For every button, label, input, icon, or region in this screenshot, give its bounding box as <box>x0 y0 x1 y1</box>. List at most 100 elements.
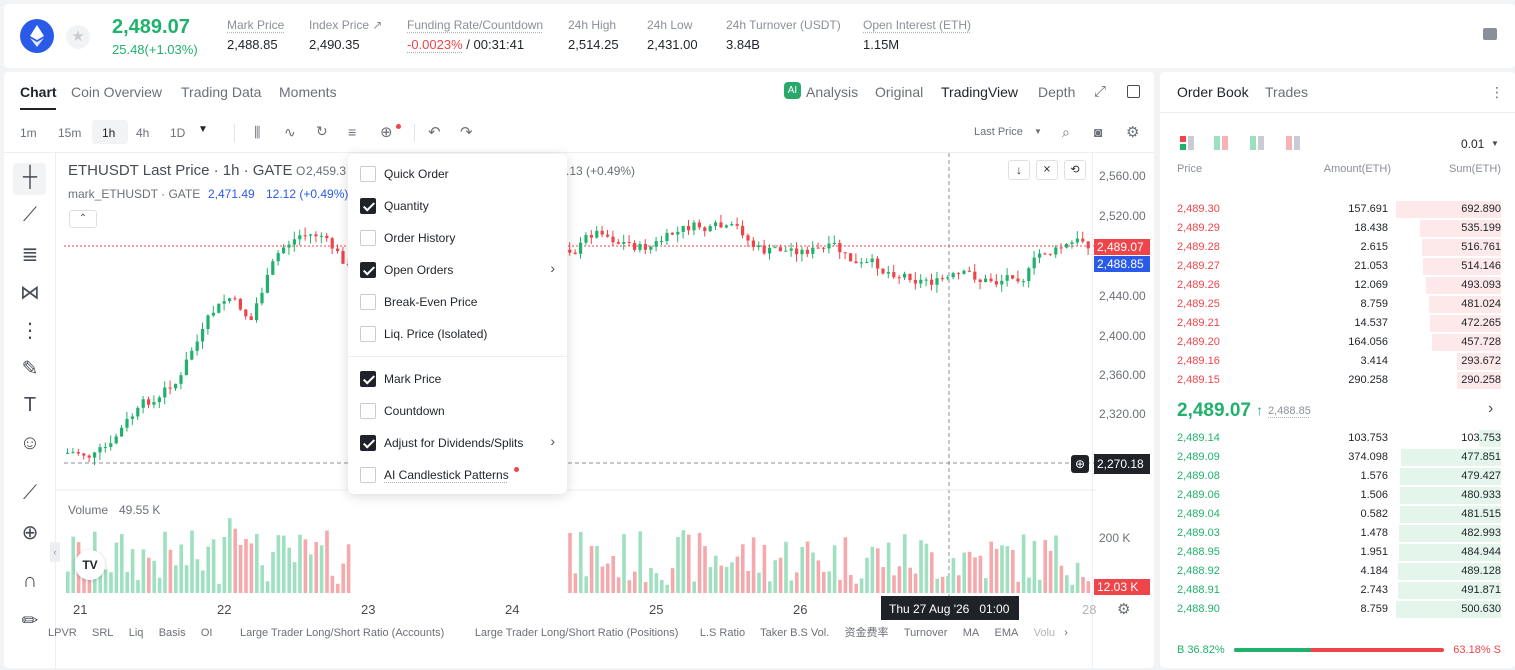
indicator-ema[interactable]: EMA <box>994 627 1019 639</box>
scroll-down-icon[interactable]: ↓ <box>1008 160 1030 180</box>
tab-trading-data[interactable]: Trading Data <box>181 84 262 100</box>
ask-row[interactable]: 2,489.20 164.056 457.728 <box>1160 333 1515 352</box>
bid-row[interactable]: 2,489.06 1.506 480.933 <box>1160 486 1515 505</box>
menu-item-mark-price[interactable]: Mark Price <box>348 365 567 393</box>
interval-dropdown-icon[interactable]: ▼ <box>198 124 208 135</box>
menu-item-liq-price[interactable]: Liq. Price (Isolated) <box>348 320 567 348</box>
reset-icon[interactable]: ⟲ <box>1064 160 1086 180</box>
tab-moments[interactable]: Moments <box>279 84 337 100</box>
bid-row[interactable]: 2,489.04 0.582 481.515 <box>1160 505 1515 524</box>
magnet-icon[interactable]: ∩ <box>22 570 38 592</box>
tab-order-book[interactable]: Order Book <box>1177 84 1249 100</box>
interval-1d[interactable]: 1D <box>170 126 186 140</box>
templates-icon[interactable]: ≡ <box>348 124 357 140</box>
interval-4h[interactable]: 4h <box>136 126 150 140</box>
view-split-icon[interactable] <box>1214 136 1228 150</box>
bid-row[interactable]: 2,489.09 374.098 477.851 <box>1160 448 1515 467</box>
more-options-icon[interactable]: ⋮ <box>1490 84 1504 100</box>
settings-plus-icon[interactable]: ⊕ <box>380 124 393 141</box>
indicator-scroll-right-icon[interactable]: › <box>1064 627 1068 639</box>
bid-row[interactable]: 2,489.03 1.478 482.993 <box>1160 524 1515 543</box>
indicator-turnover[interactable]: Turnover <box>903 627 948 639</box>
indicator-basis[interactable]: Basis <box>158 627 186 639</box>
collapse-sidebar-icon[interactable]: ‹ <box>50 542 60 562</box>
favorite-star-icon[interactable]: ★ <box>66 25 90 49</box>
gear-icon[interactable]: ⚙ <box>1126 124 1140 141</box>
precision-select[interactable]: 0.01 <box>1461 137 1485 151</box>
ask-row[interactable]: 2,489.25 8.759 481.024 <box>1160 295 1515 314</box>
candle-type-icon[interactable]: ⫼ <box>254 124 261 140</box>
menu-item-countdown[interactable]: Countdown <box>348 397 567 425</box>
indicator-oi[interactable]: OI <box>200 627 213 639</box>
pattern-icon[interactable]: ⋈ <box>20 282 40 304</box>
checkbox[interactable] <box>360 166 376 182</box>
bid-row[interactable]: 2,488.90 8.759 500.630 <box>1160 600 1515 619</box>
text-tool-icon[interactable]: T <box>23 394 37 416</box>
checkbox[interactable] <box>360 403 376 419</box>
ask-row[interactable]: 2,489.16 3.414 293.672 <box>1160 352 1515 371</box>
emoji-icon[interactable]: ☺ <box>19 432 41 454</box>
menu-item-break-even[interactable]: Break-Even Price <box>348 288 567 316</box>
bid-row[interactable]: 2,489.14 103.753 103.753 <box>1160 429 1515 448</box>
chart-settings-icon[interactable]: ⚙ <box>1117 601 1131 618</box>
indicator-liq[interactable]: Liq <box>128 627 144 639</box>
checkbox-checked[interactable] <box>360 371 376 387</box>
search-icon[interactable]: ⌕ <box>1062 124 1070 140</box>
tab-coin-overview[interactable]: Coin Overview <box>71 84 163 100</box>
collapse-icon[interactable]: ⨯ <box>1036 160 1058 180</box>
indicator-lpvr[interactable]: LPVR <box>48 627 77 639</box>
indicator-funding-rate[interactable]: 资金费率 <box>844 627 889 639</box>
bid-row[interactable]: 2,488.95 1.951 484.944 <box>1160 543 1515 562</box>
interval-15m[interactable]: 15m <box>58 126 82 140</box>
ask-row[interactable]: 2,489.29 18.438 535.199 <box>1160 219 1515 238</box>
ask-row[interactable]: 2,489.27 21.053 514.146 <box>1160 257 1515 276</box>
tab-trades[interactable]: Trades <box>1265 84 1309 100</box>
checkbox[interactable] <box>360 230 376 246</box>
collapse-legend-icon[interactable]: ⌃ <box>69 210 97 228</box>
ask-row[interactable]: 2,489.26 12.069 493.093 <box>1160 276 1515 295</box>
ask-row[interactable]: 2,489.15 290.258 290.258 <box>1160 371 1515 390</box>
menu-item-open-orders[interactable]: Open Orders › <box>348 256 567 284</box>
price-source-dropdown-icon[interactable]: ▼ <box>1034 127 1042 136</box>
interval-1h[interactable]: 1h <box>102 126 116 140</box>
view-bids-icon[interactable] <box>1250 136 1264 150</box>
menu-item-ai-candlestick[interactable]: AI Candlestick Patterns <box>348 461 567 489</box>
view-both-icon[interactable] <box>1180 136 1194 150</box>
checkbox[interactable] <box>360 467 376 483</box>
bid-row[interactable]: 2,488.92 4.184 489.128 <box>1160 562 1515 581</box>
indicator-lt-accounts[interactable]: Large Trader Long/Short Ratio (Accounts) <box>240 627 445 639</box>
ask-row[interactable]: 2,489.30 157.691 692.890 <box>1160 200 1515 219</box>
menu-item-order-history[interactable]: Order History <box>348 224 567 252</box>
checkbox[interactable] <box>360 326 376 342</box>
chevron-right-icon[interactable]: › <box>1488 400 1494 417</box>
indicator-srl[interactable]: SRL <box>92 627 114 639</box>
pencil-lock-icon[interactable]: ✏ <box>21 610 39 632</box>
replay-icon[interactable]: ↻ <box>316 123 328 139</box>
redo-icon[interactable]: ↷ <box>460 124 473 141</box>
window-icon[interactable] <box>1127 85 1140 98</box>
interval-1m[interactable]: 1m <box>20 126 37 140</box>
add-alert-icon[interactable]: ⊕ <box>1071 455 1089 473</box>
undo-icon[interactable]: ↶ <box>428 124 441 141</box>
camera-icon[interactable]: ◙ <box>1094 124 1103 140</box>
indicator-ma[interactable]: MA <box>962 627 980 639</box>
channel-icon[interactable]: ≣ <box>21 244 39 266</box>
bid-row[interactable]: 2,489.08 1.576 479.427 <box>1160 467 1515 486</box>
fib-icon[interactable]: ⋮ <box>20 320 40 342</box>
precision-dropdown-icon[interactable]: ▼ <box>1491 139 1499 148</box>
ask-row[interactable]: 2,489.21 14.537 472.265 <box>1160 314 1515 333</box>
stat-index-price[interactable]: Index Price ↗ 2,490.35 <box>309 18 383 52</box>
checkbox-checked[interactable] <box>360 262 376 278</box>
indicator-taker-vol[interactable]: Taker B.S Vol. <box>760 627 830 639</box>
menu-item-adjust-dividends[interactable]: Adjust for Dividends/Splits › <box>348 429 567 457</box>
checkbox[interactable] <box>360 294 376 310</box>
price-chart-svg[interactable] <box>56 153 1096 598</box>
tab-tradingview[interactable]: TradingView <box>941 84 1019 100</box>
expand-icon[interactable]: ⤢ <box>1094 83 1107 100</box>
indicator-volume[interactable]: Volu <box>1033 627 1056 639</box>
tab-analysis[interactable]: Analysis <box>806 84 859 100</box>
zoom-in-icon[interactable]: ⊕ <box>21 522 39 544</box>
indicator-lt-positions[interactable]: Large Trader Long/Short Ratio (Positions… <box>474 627 679 639</box>
ruler-icon[interactable]: ⟋ <box>23 482 37 504</box>
checkbox-checked[interactable] <box>360 198 376 214</box>
